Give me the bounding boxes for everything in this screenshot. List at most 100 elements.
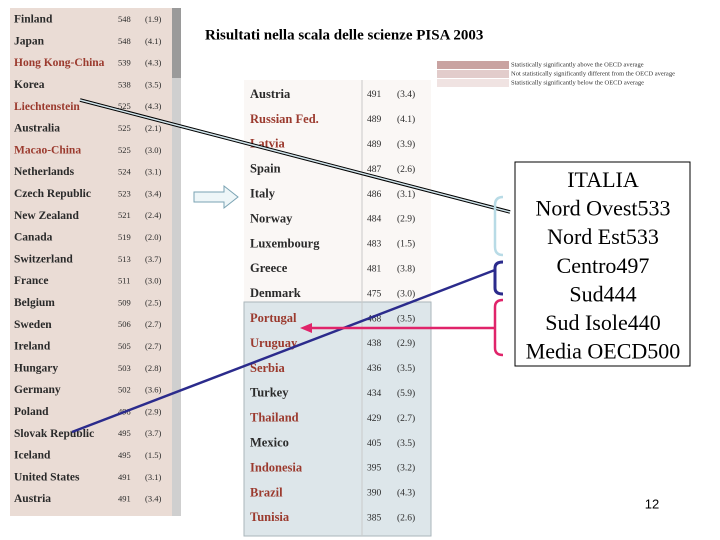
score: 385 [367,513,382,523]
textbox-line: Media OECD500 [526,339,681,364]
score: 491 [118,494,131,504]
score: 390 [367,489,382,499]
std-error: (3.4) [145,494,161,504]
country: Italy [250,186,276,200]
score: 506 [118,319,131,329]
std-error: (4.1) [145,36,161,46]
std-error: (2.0) [145,232,161,242]
std-error: (1.5) [397,239,415,250]
country: Netherlands [14,166,75,178]
legend-label: Statistically significantly above the OE… [511,61,644,68]
score: 519 [118,232,131,242]
country: Indonesia [250,460,303,474]
country: United States [14,471,80,483]
country: Portugal [250,311,297,325]
textbox-line: Nord Ovest533 [535,196,670,221]
std-error: (3.9) [397,139,415,150]
textbox-line: Sud444 [569,281,636,306]
country: Greece [250,261,288,275]
score: 495 [118,428,131,438]
bracket [493,298,504,357]
std-error: (4.1) [397,114,415,125]
std-error: (3.1) [145,472,161,482]
legend-label: Not statistically significantly differen… [511,70,675,77]
std-error: (2.6) [397,164,415,175]
score: 511 [118,276,130,286]
std-error: (2.7) [145,319,161,329]
country: Germany [14,384,61,396]
std-error: (2.6) [397,512,415,523]
legend-label: Statistically significantly below the OE… [511,79,644,86]
legend-swatch [437,70,509,78]
std-error: (2.9) [145,406,161,416]
country: Hong Kong-China [14,57,105,69]
country: Uruguay [250,336,298,350]
score: 484 [367,215,382,225]
score: 539 [118,58,131,68]
country: Canada [14,232,53,244]
country: Austria [14,493,51,505]
legend-swatch [437,61,509,69]
country: Poland [14,406,49,418]
right-table-bottom-bg [243,301,432,537]
country: Turkey [250,386,289,400]
score: 405 [367,439,382,449]
country: Sweden [14,319,52,331]
country: Denmark [250,286,301,300]
score: 548 [118,14,131,24]
country: Norway [250,211,293,225]
std-error: (3.6) [145,385,161,395]
score: 491 [118,472,131,482]
score: 489 [367,115,382,125]
textbox-line: Sud Isole440 [545,310,661,335]
textbox-line: Centro497 [557,253,650,278]
country: Korea [14,79,45,91]
std-error: (3.4) [397,89,415,100]
std-error: (3.5) [145,79,161,89]
std-error: (3.1) [397,189,415,200]
scroll-strip [172,8,181,516]
country: Mexico [250,435,289,449]
country: Iceland [14,450,51,462]
country: Brazil [250,485,283,499]
std-error: (2.9) [397,338,415,349]
country: Czech Republic [14,188,91,200]
std-error: (3.0) [145,145,161,155]
std-error: (3.5) [397,438,415,449]
right-table-top-bg [244,80,431,302]
country: France [14,275,48,287]
std-error: (3.4) [145,188,161,198]
score: 487 [367,165,382,175]
std-error: (3.5) [397,363,415,374]
score: 495 [118,450,131,460]
country: Tunisia [250,510,290,524]
std-error: (5.9) [397,388,415,399]
std-error: (3.0) [397,288,415,299]
country: Spain [250,162,281,176]
std-error: (3.5) [397,313,415,324]
score: 548 [118,36,131,46]
std-error: (2.1) [145,123,161,133]
score: 502 [118,385,131,395]
score: 438 [367,339,382,349]
country: New Zealand [14,210,79,222]
std-error: (3.7) [145,254,161,264]
score: 513 [118,254,131,264]
score: 475 [367,289,382,299]
score: 491 [367,90,382,100]
score: 395 [367,464,382,474]
std-error: (2.4) [145,210,161,220]
country: Ireland [14,341,51,353]
connector [79,99,511,213]
country: Austria [250,87,291,101]
country: Hungary [14,362,58,374]
country: Serbia [250,361,285,375]
score: 486 [367,190,382,200]
textbox [514,161,691,367]
score: 481 [367,264,382,274]
std-error: (2.9) [397,214,415,225]
legend-swatch [437,79,509,87]
legend: Statistically significantly above the OE… [511,61,675,86]
country: Thailand [250,411,299,425]
